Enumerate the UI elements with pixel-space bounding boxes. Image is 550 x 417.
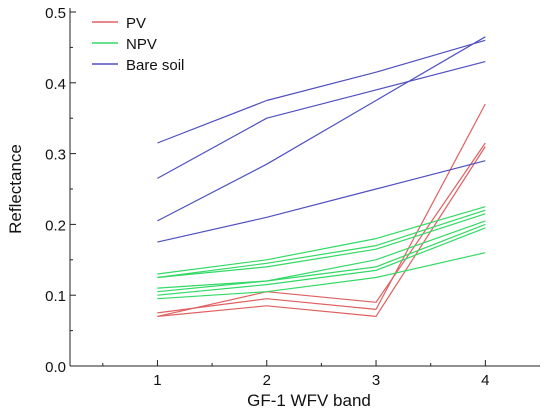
series-pv-line-1 <box>157 103 486 314</box>
y-tick-label: 0.5 <box>45 5 66 22</box>
y-tick-label: 0.3 <box>45 147 66 164</box>
series-npv-line-5 <box>157 227 486 296</box>
y-tick-label: 0.2 <box>45 217 66 234</box>
series-npv-line-4 <box>157 220 486 293</box>
x-tick-label: 1 <box>153 372 161 389</box>
series-bare-soil-line-2 <box>157 61 486 179</box>
y-tick-label: 0.4 <box>45 76 66 93</box>
series-bare-soil-line-3 <box>157 36 486 222</box>
series-npv-line-1 <box>157 206 486 275</box>
legend-label-npv: NPV <box>126 36 157 53</box>
x-tick-label: 2 <box>263 372 271 389</box>
series-npv-line-7 <box>157 252 486 300</box>
series-npv-line-3 <box>157 213 486 279</box>
y-axis-title: Reflectance <box>6 144 25 234</box>
series-npv-line-6 <box>157 223 486 289</box>
plot-lines <box>157 36 486 317</box>
legend-label-bare-soil: Bare soil <box>126 57 184 74</box>
axes: 0.0 0.1 0.2 0.3 0.4 0.5 1 2 3 4 <box>45 5 540 389</box>
legend: PV NPV Bare soil <box>92 15 184 74</box>
y-tick-label: 0.0 <box>45 359 66 376</box>
series-bare-soil-line-1 <box>157 39 486 144</box>
x-tick-label: 3 <box>372 372 380 389</box>
series-bare-soil-line-4 <box>157 160 486 243</box>
series-npv-line-2 <box>157 209 486 279</box>
legend-label-pv: PV <box>126 15 146 32</box>
x-axis-title: GF-1 WFV band <box>247 391 371 410</box>
y-tick-label: 0.1 <box>45 288 66 305</box>
x-tick-label: 4 <box>481 372 489 389</box>
